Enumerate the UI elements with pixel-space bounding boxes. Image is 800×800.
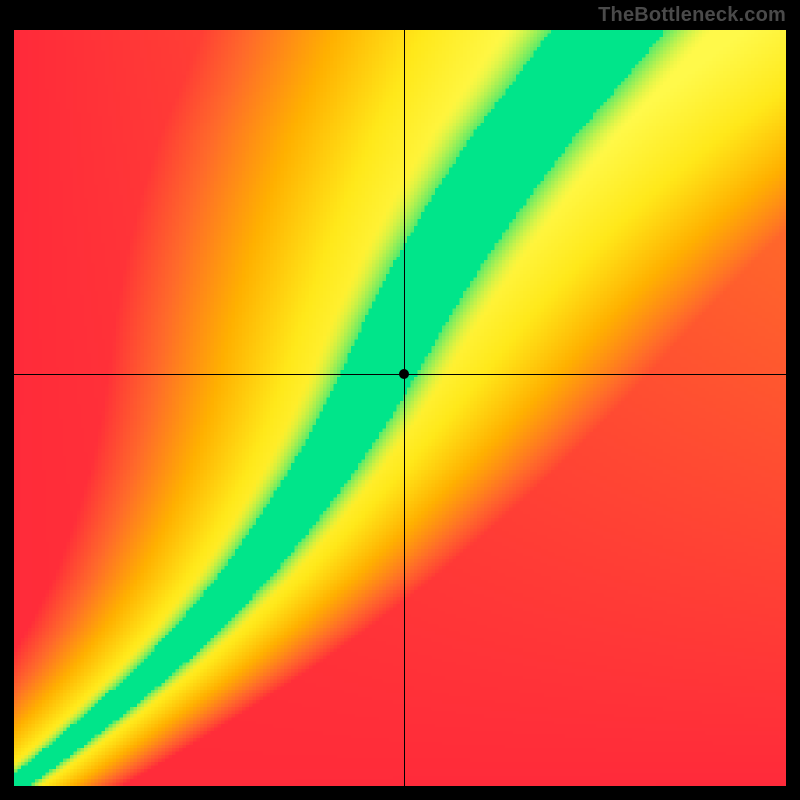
crosshair-vertical [404,30,405,786]
heatmap-canvas [14,30,786,786]
crosshair-center-dot [399,369,409,379]
heatmap-plot [14,30,786,786]
watermark-text: TheBottleneck.com [598,4,786,27]
chart-container: TheBottleneck.com [0,0,800,800]
